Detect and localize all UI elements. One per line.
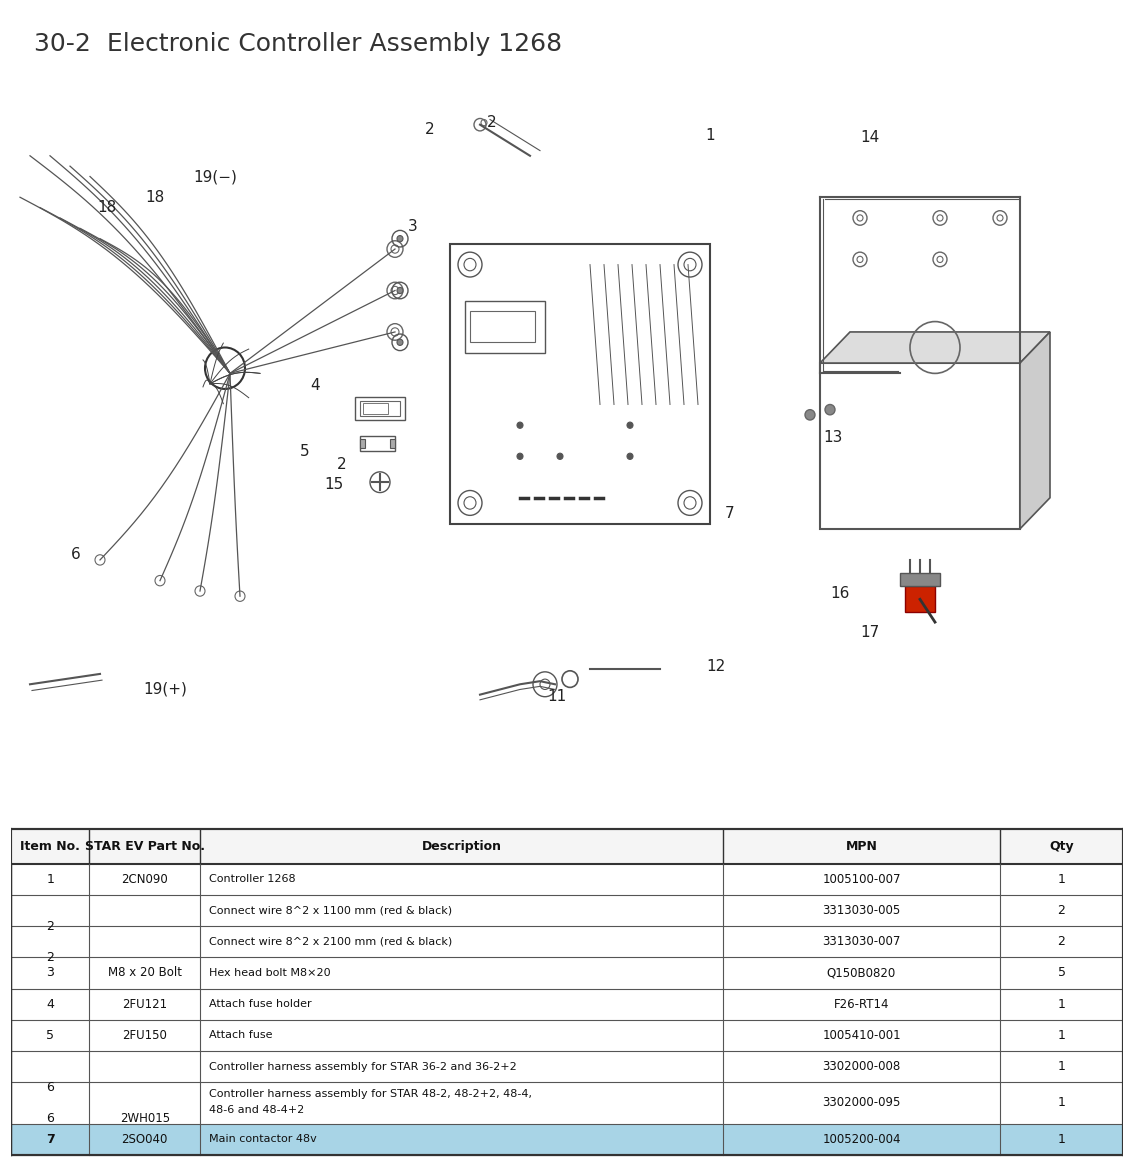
Circle shape (826, 405, 835, 415)
Text: Attach fuse holder: Attach fuse holder (209, 999, 312, 1010)
Text: 2: 2 (1058, 935, 1066, 949)
Text: 13: 13 (823, 431, 843, 445)
Text: 1: 1 (705, 128, 714, 143)
Bar (359, 401, 400, 415)
Text: Controller harness assembly for STAR 48-2, 48-2+2, 48-4,: Controller harness assembly for STAR 48-… (209, 1089, 532, 1099)
Text: 1: 1 (1058, 873, 1066, 886)
Text: 19(−): 19(−) (193, 168, 237, 184)
Text: Item No.: Item No. (20, 840, 81, 853)
Circle shape (627, 453, 633, 460)
Bar (820, 363, 1019, 529)
Text: 3302000-095: 3302000-095 (822, 1096, 900, 1109)
Bar (363, 404, 388, 414)
Circle shape (517, 453, 523, 460)
Bar (450, 243, 710, 524)
Bar (469, 311, 535, 343)
Text: 1: 1 (1058, 1028, 1066, 1041)
Text: 16: 16 (830, 586, 849, 600)
Text: 2: 2 (1058, 904, 1066, 917)
Polygon shape (820, 332, 1050, 363)
Text: 2: 2 (425, 123, 434, 137)
Text: 48-6 and 48-4+2: 48-6 and 48-4+2 (209, 1106, 304, 1115)
Text: 1: 1 (1058, 1096, 1066, 1109)
Bar (905, 586, 936, 612)
Text: M8 x 20 Bolt: M8 x 20 Bolt (108, 966, 181, 979)
Text: 1005100-007: 1005100-007 (822, 873, 900, 886)
Text: 3313030-007: 3313030-007 (822, 935, 900, 949)
Text: 4: 4 (311, 378, 320, 393)
Text: 6: 6 (46, 1112, 54, 1126)
Text: 3313030-005: 3313030-005 (822, 904, 900, 917)
Polygon shape (1019, 332, 1050, 529)
Bar (465, 301, 545, 352)
Text: Hex head bolt M8×20: Hex head bolt M8×20 (209, 968, 331, 978)
Text: MPN: MPN (846, 840, 878, 853)
Circle shape (805, 410, 815, 420)
Text: 7: 7 (45, 1133, 54, 1145)
Text: Main contactor 48v: Main contactor 48v (209, 1134, 316, 1144)
Text: 18: 18 (145, 190, 164, 205)
Text: 3302000-008: 3302000-008 (822, 1060, 900, 1073)
Bar (11, 830, 1123, 863)
Text: Attach fuse: Attach fuse (209, 1031, 272, 1040)
Text: STAR EV Part No.: STAR EV Part No. (85, 840, 205, 853)
Text: 2: 2 (46, 920, 54, 932)
Text: 2: 2 (488, 115, 497, 130)
Text: 30-2  Electronic Controller Assembly 1268: 30-2 Electronic Controller Assembly 1268 (34, 33, 561, 56)
Text: 1005200-004: 1005200-004 (822, 1133, 900, 1145)
Bar (11, 1123, 1123, 1155)
Text: 1: 1 (1058, 1133, 1066, 1145)
Bar (359, 435, 395, 452)
Circle shape (517, 422, 523, 428)
Text: 2: 2 (337, 457, 347, 472)
Text: Connect wire 8^2 x 2100 mm (red & black): Connect wire 8^2 x 2100 mm (red & black) (209, 937, 452, 947)
Text: 12: 12 (706, 659, 726, 674)
Text: 7: 7 (725, 505, 735, 521)
Circle shape (397, 235, 403, 242)
Text: 5: 5 (46, 1028, 54, 1041)
Text: 5: 5 (1058, 966, 1066, 979)
Text: 1005410-001: 1005410-001 (822, 1028, 900, 1041)
Text: 2WH015: 2WH015 (119, 1112, 170, 1126)
Text: 1: 1 (1058, 1060, 1066, 1073)
Text: Description: Description (422, 840, 501, 853)
Text: 15: 15 (324, 477, 344, 491)
Circle shape (397, 339, 403, 345)
Circle shape (627, 422, 633, 428)
Bar (390, 439, 395, 448)
Bar (355, 398, 405, 420)
Text: 2: 2 (46, 951, 54, 964)
Text: 14: 14 (861, 130, 880, 145)
Text: 17: 17 (861, 625, 880, 640)
Text: 19(+): 19(+) (143, 682, 187, 697)
Text: Controller 1268: Controller 1268 (209, 874, 296, 885)
Text: 3: 3 (408, 219, 417, 234)
Text: 2FU150: 2FU150 (122, 1028, 167, 1041)
Text: 2CN090: 2CN090 (121, 873, 168, 886)
Text: 1: 1 (1058, 998, 1066, 1011)
Text: 6: 6 (71, 548, 81, 563)
Text: 6: 6 (46, 1081, 54, 1094)
Circle shape (557, 453, 562, 460)
Text: 4: 4 (46, 998, 54, 1011)
Text: Connect wire 8^2 x 1100 mm (red & black): Connect wire 8^2 x 1100 mm (red & black) (209, 906, 452, 916)
Text: 18: 18 (98, 200, 117, 215)
Text: Controller harness assembly for STAR 36-2 and 36-2+2: Controller harness assembly for STAR 36-… (209, 1061, 517, 1072)
Text: Qty: Qty (1049, 840, 1074, 853)
Text: 11: 11 (548, 689, 567, 704)
Text: 2FU121: 2FU121 (122, 998, 167, 1011)
Circle shape (397, 288, 403, 294)
Text: 1: 1 (46, 873, 54, 886)
Text: Q150B0820: Q150B0820 (827, 966, 896, 979)
Text: 2SO040: 2SO040 (121, 1133, 168, 1145)
Bar (359, 439, 365, 448)
Bar (900, 573, 940, 586)
Text: 3: 3 (46, 966, 54, 979)
Text: F26-RT14: F26-RT14 (833, 998, 889, 1011)
Text: 5: 5 (301, 443, 310, 459)
